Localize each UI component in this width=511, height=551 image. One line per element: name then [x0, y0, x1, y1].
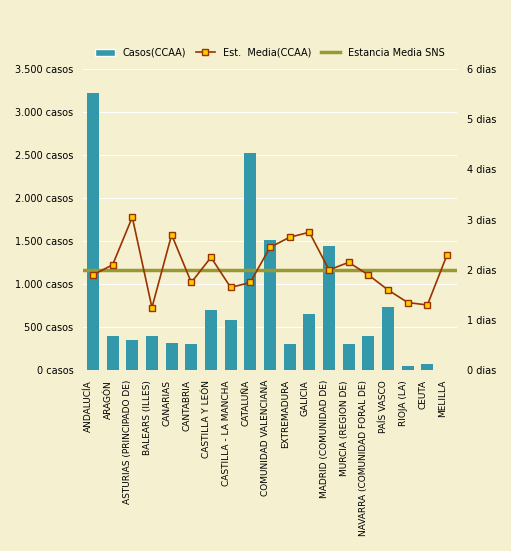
Bar — [343, 344, 355, 370]
Bar — [264, 240, 276, 370]
Bar — [323, 246, 335, 370]
Bar — [166, 343, 177, 370]
Bar — [362, 336, 374, 370]
Bar — [87, 93, 99, 370]
Bar — [382, 306, 394, 370]
Bar — [185, 344, 197, 370]
Bar — [304, 314, 315, 370]
Bar — [422, 364, 433, 370]
Bar — [244, 153, 256, 370]
Bar — [402, 366, 413, 370]
Bar — [284, 344, 295, 370]
Bar — [107, 336, 119, 370]
Legend: Casos(CCAA), Est.  Media(CCAA), Estancia Media SNS: Casos(CCAA), Est. Media(CCAA), Estancia … — [91, 44, 449, 62]
Bar — [126, 340, 138, 370]
Bar — [205, 310, 217, 370]
Bar — [225, 320, 237, 370]
Bar — [146, 336, 158, 370]
